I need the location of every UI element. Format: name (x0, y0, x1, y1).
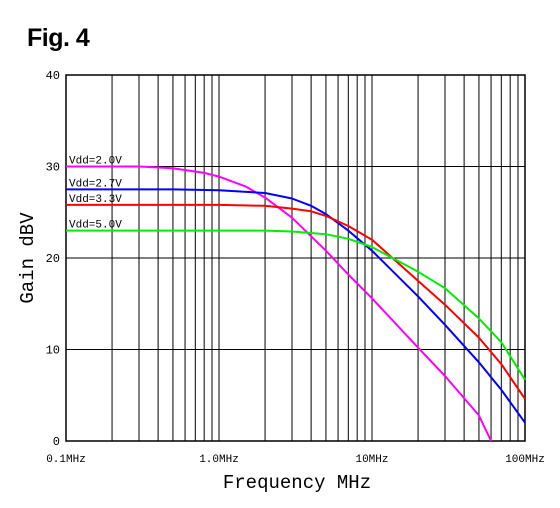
x-tick-labels: 0.1MHz 1.0MHz 10MHz 100MHz (46, 454, 545, 466)
y-tick-label: 0 (53, 435, 60, 449)
x-tick-label: 0.1MHz (46, 454, 86, 466)
curve-label: Vdd=2.0V (69, 156, 122, 168)
y-tick-label: 10 (46, 344, 60, 358)
x-tick-label: 10MHz (355, 454, 388, 466)
series-line (66, 188, 526, 424)
figure-label: Fig. 4 (27, 24, 90, 52)
x-tick-label: 100MHz (505, 454, 545, 466)
series-lines (66, 165, 526, 442)
y-tick-label: 20 (46, 252, 60, 266)
grid (66, 75, 525, 441)
y-tick-label: 30 (46, 161, 60, 175)
curve-labels: Vdd=2.0V Vdd=2.7V Vdd=3.3V Vdd=5.0V (69, 156, 122, 232)
curve-label: Vdd=2.7V (69, 178, 122, 190)
x-tick-label: 1.0MHz (199, 454, 239, 466)
x-axis-label: Frequency MHz (223, 472, 371, 494)
plot-frame (65, 74, 526, 442)
curve-label: Vdd=3.3V (69, 194, 122, 206)
y-tick-label: 40 (46, 69, 60, 83)
series-line (66, 229, 526, 381)
series-line (66, 203, 526, 400)
y-axis-label: Gain dBV (17, 212, 39, 304)
curve-label: Vdd=5.0V (69, 220, 122, 232)
series-line (66, 165, 493, 442)
y-tick-labels: 0 10 20 30 40 (46, 69, 60, 449)
